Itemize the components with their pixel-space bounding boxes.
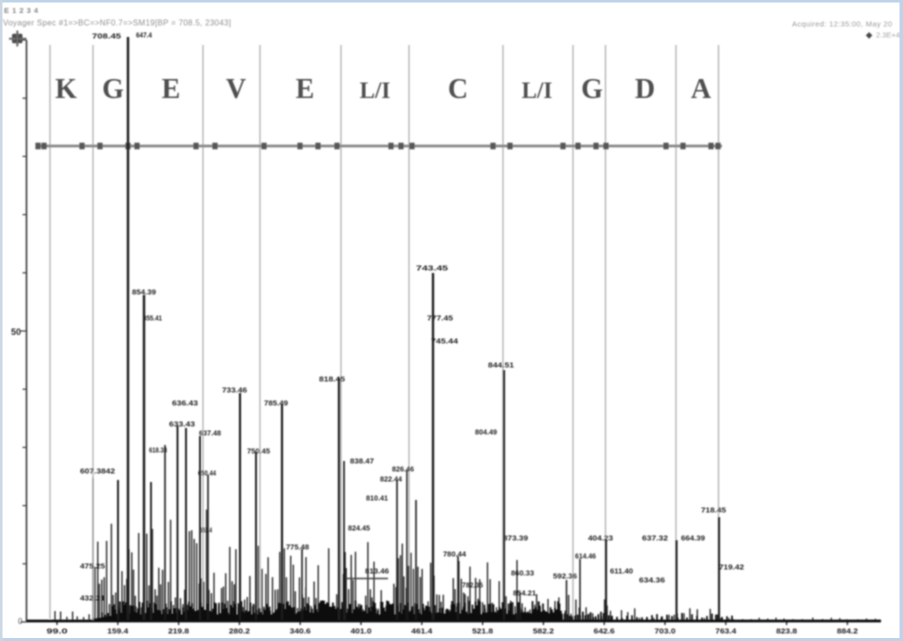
svg-text:G: G — [102, 74, 124, 105]
svg-text:804.49: 804.49 — [475, 428, 497, 437]
svg-text:703.0: 703.0 — [655, 627, 676, 636]
svg-text:826.46: 826.46 — [392, 465, 414, 474]
svg-text:633.43: 633.43 — [169, 420, 195, 429]
svg-text:0: 0 — [18, 617, 23, 626]
svg-text:◆: ◆ — [865, 31, 873, 40]
svg-text:719.42: 719.42 — [719, 563, 744, 572]
svg-text:782.35: 782.35 — [462, 581, 483, 590]
svg-text:607.3842: 607.3842 — [80, 467, 115, 476]
svg-text:743.45: 743.45 — [416, 264, 448, 273]
svg-text:637.32: 637.32 — [642, 534, 668, 543]
svg-text:750.45: 750.45 — [247, 447, 270, 456]
svg-text:860.33: 860.33 — [511, 569, 534, 578]
svg-text:521.8: 521.8 — [472, 627, 493, 636]
svg-text:855.41: 855.41 — [143, 314, 162, 323]
svg-text:637.48: 637.48 — [199, 429, 221, 438]
svg-text:813.46: 813.46 — [365, 567, 389, 576]
svg-text:A: A — [691, 74, 712, 105]
svg-text:818.45: 818.45 — [319, 375, 345, 384]
svg-text:K: K — [55, 74, 77, 105]
svg-text:404.23: 404.23 — [588, 534, 613, 543]
svg-text:582.2: 582.2 — [533, 627, 554, 636]
svg-text:634.36: 634.36 — [639, 576, 665, 585]
svg-text:219.8: 219.8 — [168, 627, 189, 636]
svg-text:99.0: 99.0 — [47, 627, 68, 636]
svg-text:873.39: 873.39 — [503, 534, 528, 543]
svg-text:884.2: 884.2 — [837, 627, 858, 636]
svg-text:401.0: 401.0 — [351, 627, 372, 636]
svg-text:Voyager Spec #1=>BC=>NF0.7=>SM: Voyager Spec #1=>BC=>NF0.7=>SM19[BP = 70… — [3, 19, 231, 28]
svg-text:854.39: 854.39 — [132, 288, 156, 297]
svg-text:854.21: 854.21 — [513, 589, 536, 598]
svg-text:838.47: 838.47 — [350, 457, 374, 466]
svg-text:822.44: 822.44 — [380, 475, 402, 484]
svg-text:733.46: 733.46 — [222, 386, 247, 395]
svg-text:823.8: 823.8 — [776, 627, 797, 636]
svg-text:V: V — [226, 74, 246, 105]
svg-text:652.4: 652.4 — [200, 526, 212, 535]
svg-text:780.44: 780.44 — [443, 550, 466, 559]
svg-text:475.25: 475.25 — [80, 562, 105, 571]
svg-text:636.43: 636.43 — [172, 399, 198, 408]
svg-text:C: C — [448, 74, 468, 105]
svg-text:642.6: 642.6 — [594, 627, 615, 636]
svg-text:763.4: 763.4 — [715, 627, 737, 636]
svg-text:664.39: 664.39 — [681, 534, 705, 543]
svg-text:340.6: 340.6 — [290, 627, 311, 636]
svg-text:708.45: 708.45 — [92, 32, 121, 41]
svg-text:844.51: 844.51 — [488, 361, 514, 370]
svg-text:611.40: 611.40 — [610, 567, 633, 576]
svg-text:Acquired: 12:35:00, May 20: Acquired: 12:35:00, May 20 — [792, 20, 892, 29]
svg-text:E: E — [162, 74, 181, 105]
svg-text:810.41: 810.41 — [366, 494, 388, 503]
svg-text:L/I: L/I — [360, 78, 391, 103]
svg-text:461.4: 461.4 — [411, 627, 433, 636]
svg-text:775.48: 775.48 — [286, 543, 309, 552]
svg-text:L/I: L/I — [522, 78, 553, 103]
svg-text:E: E — [296, 74, 315, 105]
svg-text:650.44: 650.44 — [198, 469, 216, 478]
svg-text:647.4: 647.4 — [136, 31, 152, 40]
svg-text:824.45: 824.45 — [348, 524, 370, 533]
svg-text:618.38: 618.38 — [149, 446, 167, 455]
svg-text:159.4: 159.4 — [107, 627, 129, 636]
svg-text:280.2: 280.2 — [229, 627, 250, 636]
svg-text:592.36: 592.36 — [553, 572, 577, 581]
svg-text:718.45: 718.45 — [701, 506, 726, 515]
svg-text:G: G — [581, 74, 603, 105]
svg-text:E 1 2 3 4: E 1 2 3 4 — [4, 6, 39, 15]
svg-text:745.44: 745.44 — [431, 337, 458, 346]
svg-text:614.46: 614.46 — [575, 552, 596, 561]
svg-text:D: D — [635, 74, 655, 105]
svg-text:785.49: 785.49 — [264, 399, 288, 408]
svg-text:2.3E+4: 2.3E+4 — [876, 31, 900, 40]
svg-text:432.21: 432.21 — [80, 594, 105, 603]
svg-text:777.45: 777.45 — [427, 314, 453, 323]
svg-text:50: 50 — [11, 327, 21, 337]
